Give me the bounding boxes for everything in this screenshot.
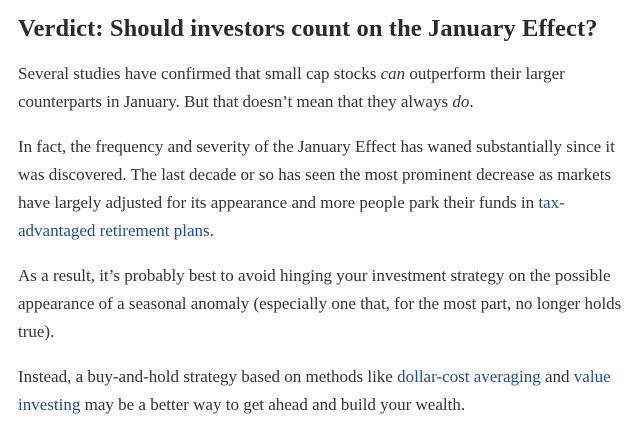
text: . <box>209 221 214 240</box>
link[interactable]: value investing <box>18 367 611 414</box>
paragraph: In fact, the frequency and severity of t… <box>18 133 626 245</box>
emphasis: can <box>380 64 406 83</box>
text: Several studies have confirmed that smal… <box>18 64 381 83</box>
text: Instead, a buy-and-hold strategy based o… <box>18 367 398 386</box>
paragraph: Several studies have confirmed that smal… <box>18 60 626 116</box>
text: and <box>540 367 574 386</box>
text: . <box>469 92 474 111</box>
text: In fact, the frequency and severity of t… <box>18 137 615 212</box>
link[interactable]: tax-advantaged retirement plans <box>18 193 565 240</box>
link[interactable]: dollar-cost averaging <box>397 367 541 386</box>
text: outperform their larger counterparts in … <box>18 64 565 111</box>
paragraph: Instead, a buy-and-hold strategy based o… <box>18 363 626 419</box>
emphasis: do <box>452 92 470 111</box>
text: As a result, it’s probably best to avoid… <box>18 266 622 341</box>
heading: Verdict: Should investors count on the J… <box>18 15 598 42</box>
text: may be a better way to get ahead and bui… <box>80 395 466 414</box>
paragraph: As a result, it’s probably best to avoid… <box>18 262 626 346</box>
